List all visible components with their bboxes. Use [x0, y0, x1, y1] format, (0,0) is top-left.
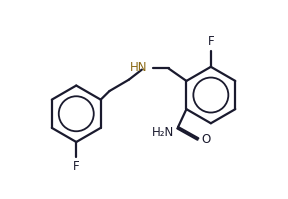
- Text: F: F: [73, 160, 79, 173]
- Text: O: O: [201, 133, 211, 146]
- Text: HN: HN: [130, 61, 147, 74]
- Text: F: F: [208, 35, 214, 48]
- Text: H₂N: H₂N: [152, 126, 175, 139]
